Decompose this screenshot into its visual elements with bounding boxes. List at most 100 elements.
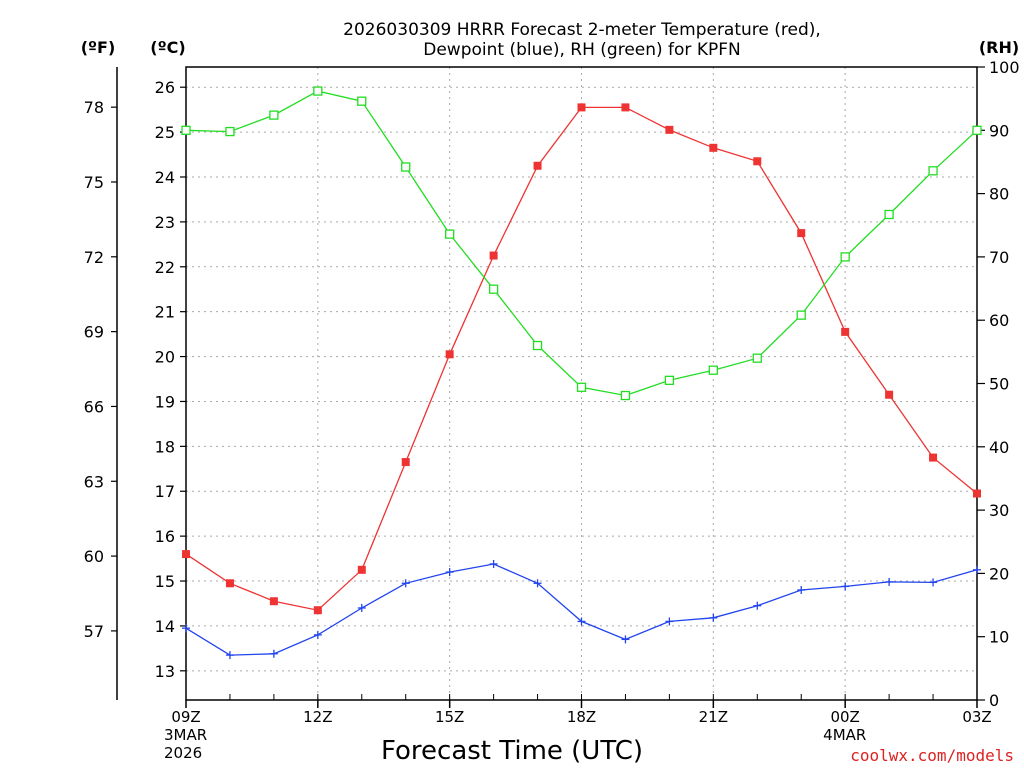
dewpoint-point (577, 617, 586, 626)
celsius-tick-label: 22 (155, 258, 175, 277)
celsius-tick-label: 19 (155, 392, 175, 411)
temperature-point (621, 103, 630, 112)
celsius-tick-label: 13 (155, 662, 175, 681)
rh-tick-label: 90 (989, 121, 1009, 140)
fahrenheit-tick-label: 66 (84, 397, 104, 416)
x-year-label: 2026 (164, 744, 202, 762)
dewpoint-point (929, 578, 938, 587)
x-tick-label: 09Z (171, 708, 200, 726)
series-layer (181, 86, 982, 660)
dewpoint-point (665, 617, 674, 626)
rh-tick-label: 30 (989, 501, 1009, 520)
fahrenheit-unit-label: (ºF) (81, 38, 116, 57)
rh-point (269, 110, 279, 120)
dewpoint-point (753, 601, 762, 610)
celsius-tick-label: 18 (155, 437, 175, 456)
celsius-tick-label: 21 (155, 303, 175, 322)
temperature-point (533, 161, 542, 170)
rh-tick-label: 20 (989, 564, 1009, 583)
x-tick-label: 21Z (699, 708, 728, 726)
dewpoint-point (182, 624, 190, 633)
dewpoint-point (533, 579, 542, 588)
chart-title-line1: 2026030309 HRRR Forecast 2-meter Tempera… (343, 20, 821, 40)
dewpoint-point (709, 613, 718, 622)
rh-point (752, 353, 762, 363)
temperature-point (445, 350, 454, 359)
temperature-point (401, 458, 410, 467)
rh-tick-label: 100 (989, 58, 1020, 77)
rh-tick-label: 10 (989, 628, 1009, 647)
rh-point (401, 162, 411, 172)
rh-tick-label: 40 (989, 438, 1009, 457)
temperature-point (973, 489, 981, 498)
temperature-point (225, 579, 234, 588)
dewpoint-point (313, 630, 322, 639)
temperature-point (885, 390, 894, 399)
rh-tick-label: 50 (989, 375, 1009, 394)
x-tick-label: 18Z (567, 708, 596, 726)
temperature-point (489, 251, 498, 260)
x-date-label: 4MAR (823, 726, 866, 744)
rh-point (225, 126, 235, 137)
rh-tick-label: 70 (989, 248, 1009, 267)
dewpoint-point (489, 559, 498, 568)
chart-title-line2: Dewpoint (blue), RH (green) for KPFN (423, 40, 740, 60)
rh-tick-label: 0 (989, 691, 999, 710)
fahrenheit-tick-label: 60 (84, 547, 104, 566)
temperature-point (665, 125, 674, 134)
x-tick-label: 03Z (962, 708, 991, 726)
x-tick-label: 15Z (435, 708, 464, 726)
fahrenheit-tick-label: 57 (84, 622, 104, 641)
rh-point (972, 125, 982, 135)
rh-point (357, 96, 367, 106)
temperature-point (357, 565, 366, 574)
celsius-tick-label: 17 (155, 482, 175, 501)
fahrenheit-tick-label: 75 (84, 173, 104, 192)
temperature-point (577, 103, 586, 112)
fahrenheit-tick-label: 69 (84, 323, 104, 342)
rh-point (840, 252, 850, 262)
celsius-tick-label: 20 (155, 348, 175, 367)
dewpoint-point (357, 603, 366, 612)
rh-unit-label: (RH) (979, 38, 1019, 57)
temperature-point (313, 606, 322, 615)
dewpoint-point (445, 568, 454, 577)
rh-point (532, 340, 543, 351)
temperature-point (753, 157, 762, 166)
temperature-point (841, 327, 850, 336)
celsius-tick-label: 14 (155, 617, 175, 636)
rh-point (313, 86, 323, 96)
rh-point (576, 382, 587, 392)
fahrenheit-tick-label: 78 (84, 98, 104, 117)
celsius-tick-label: 25 (155, 123, 175, 142)
rh-point (488, 284, 499, 294)
celsius-unit-label: (ºC) (150, 38, 185, 57)
rh-point (884, 209, 894, 220)
x-tick-label: 12Z (303, 708, 332, 726)
rh-tick-label: 80 (989, 185, 1009, 204)
temperature-point (929, 453, 938, 462)
rh-point (928, 166, 938, 176)
celsius-tick-label: 24 (155, 168, 175, 187)
fahrenheit-tick-label: 72 (84, 248, 104, 267)
fahrenheit-tick-label: 63 (84, 472, 104, 491)
dewpoint-point (401, 579, 410, 588)
dewpoint-point (797, 586, 806, 595)
celsius-tick-label: 15 (155, 572, 175, 591)
rh-point (181, 125, 191, 135)
x-date-label: 3MAR (164, 726, 207, 744)
rh-point (708, 365, 718, 375)
dewpoint-point (269, 649, 278, 658)
dewpoint-point (841, 582, 850, 591)
celsius-tick-label: 26 (155, 78, 175, 97)
dewpoint-point (885, 577, 894, 586)
rh-tick-label: 60 (989, 311, 1009, 330)
temperature-point (797, 229, 806, 238)
rh-point (620, 390, 631, 401)
temperature-point (709, 143, 718, 152)
dewpoint-point (225, 651, 234, 660)
temperature-point (269, 597, 278, 606)
credit-text: coolwx.com/models (850, 746, 1014, 765)
